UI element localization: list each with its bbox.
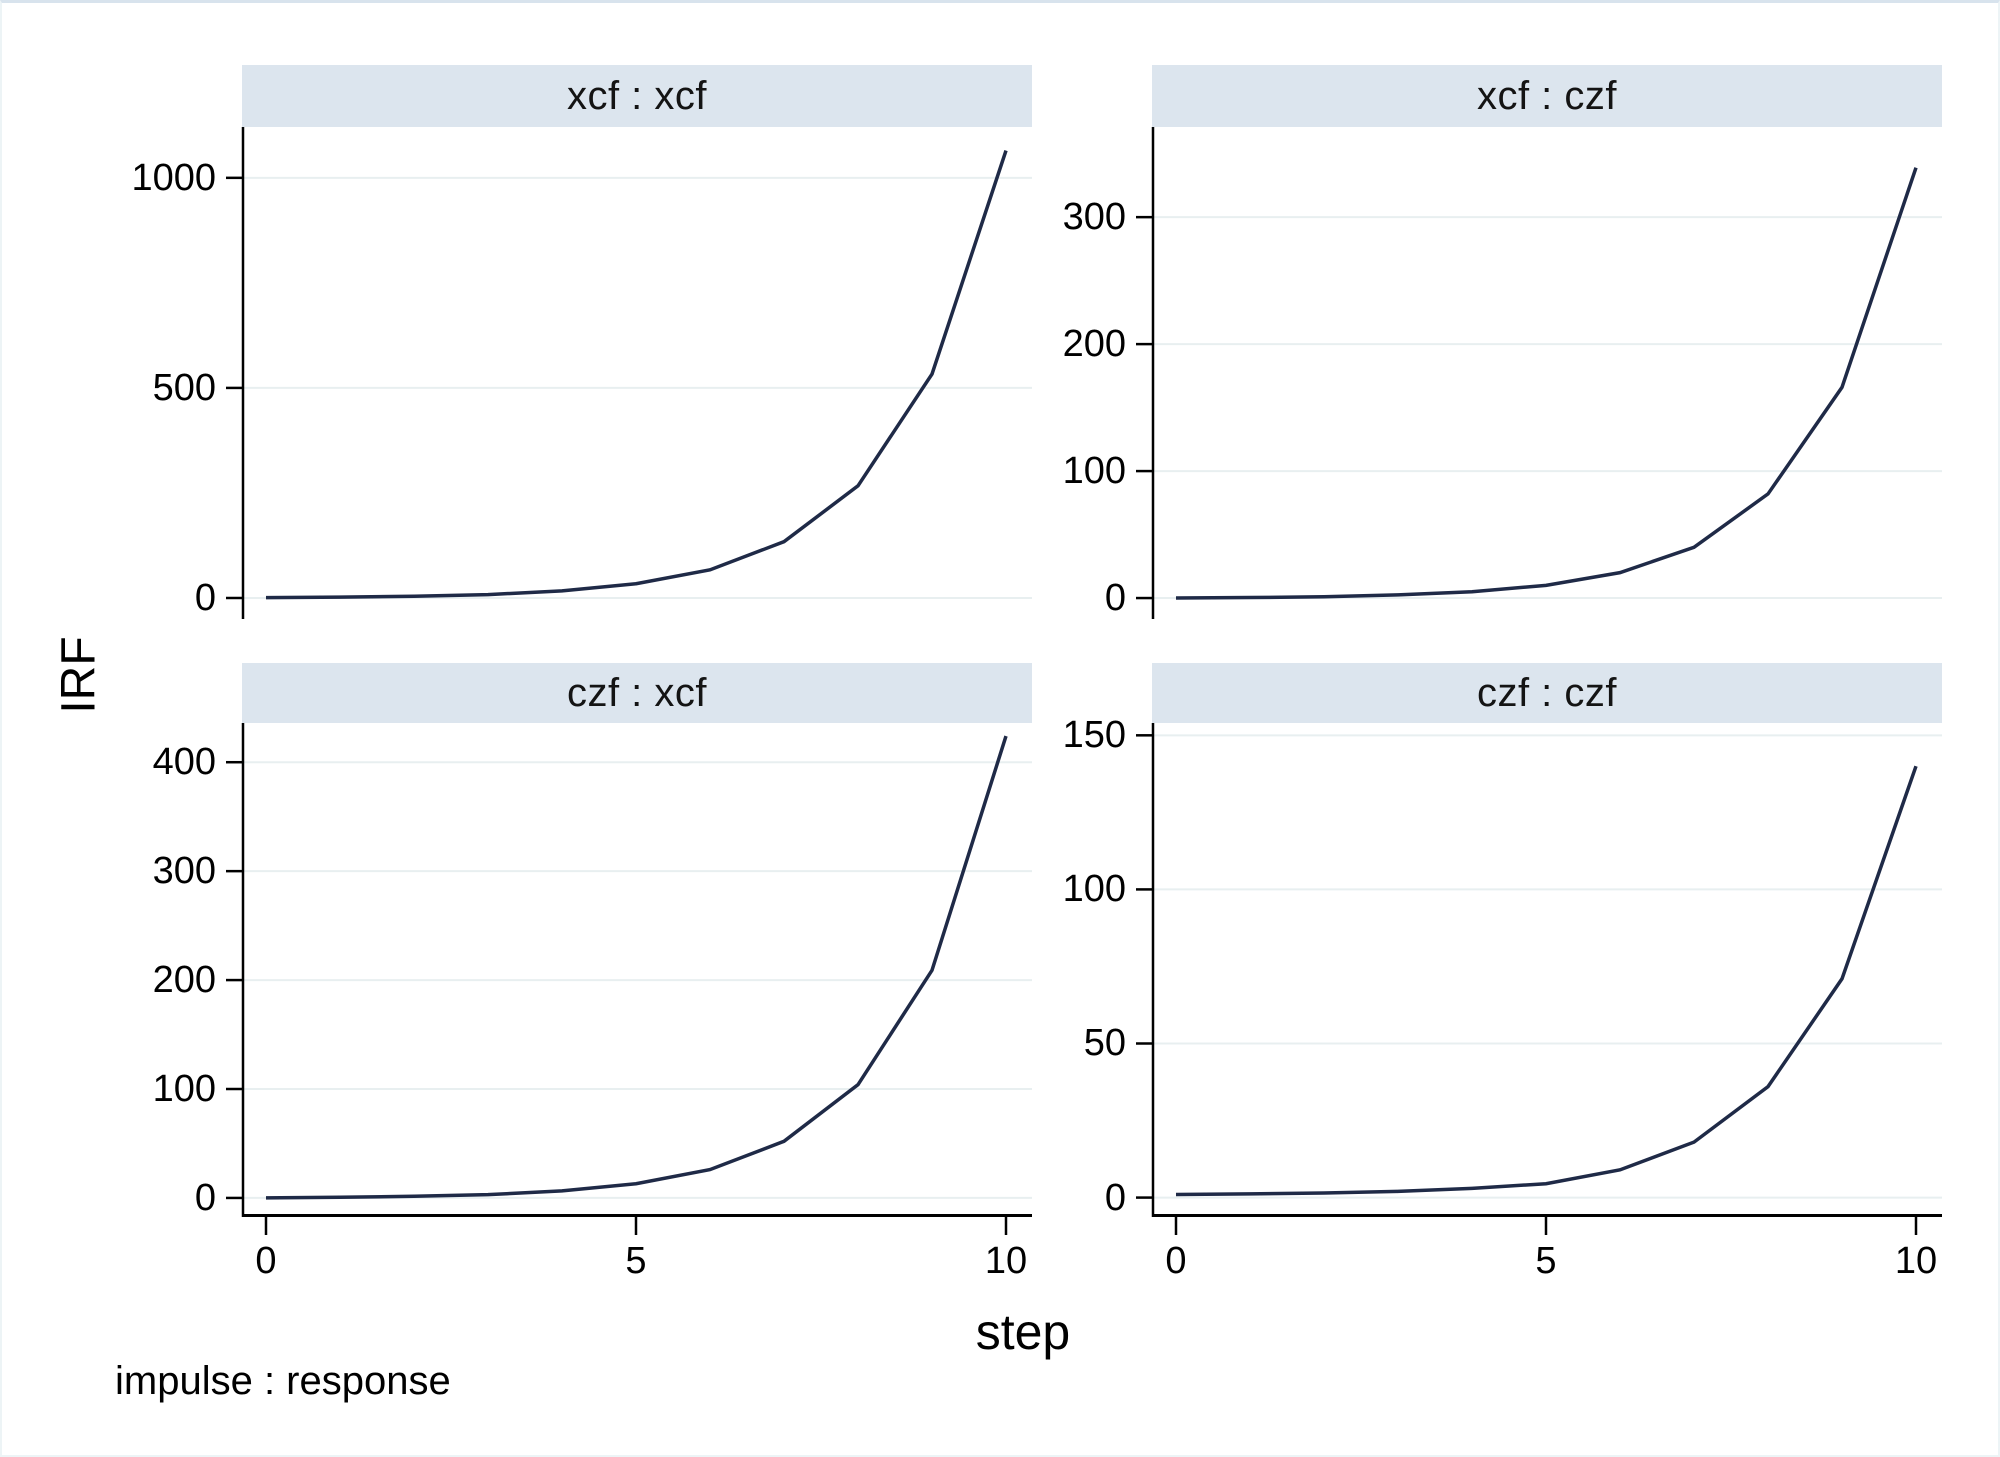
panel-title-bar: czf : xcf bbox=[242, 663, 1032, 723]
y-tick-label: 300 bbox=[1062, 196, 1126, 239]
y-tick-label: 0 bbox=[1104, 577, 1126, 620]
y-tick-label: 100 bbox=[152, 1068, 216, 1110]
y-tick-label: 0 bbox=[1104, 1176, 1126, 1219]
panel-plot-area: 0 500 1000 bbox=[131, 127, 1032, 619]
y-tick-label: 200 bbox=[152, 959, 216, 1002]
panel-plot-area: 0 100 200 300 400 0 5 10 bbox=[153, 723, 1032, 1281]
irf-line bbox=[265, 149, 1008, 600]
y-tick-label: 500 bbox=[152, 366, 216, 409]
irf-line bbox=[1175, 167, 1918, 600]
panel-title: xcf : xcf bbox=[566, 73, 708, 118]
panel-title: xcf : czf bbox=[1476, 73, 1618, 118]
panel-title: czf : xcf bbox=[566, 670, 708, 715]
x-tick-label: 10 bbox=[984, 1240, 1028, 1282]
panel-title-bar: czf : czf bbox=[1152, 663, 1942, 723]
panel-plot-area: 0 50 100 150 0 5 10 bbox=[1063, 715, 1942, 1281]
panel-title-bar: xcf : czf bbox=[1152, 65, 1942, 127]
y-tick-label: 0 bbox=[194, 576, 216, 619]
x-tick-label: 0 bbox=[1165, 1240, 1187, 1282]
x-tick-label: 5 bbox=[1535, 1240, 1557, 1282]
y-axis-title: IRF bbox=[52, 636, 106, 714]
y-tick-label: 1000 bbox=[131, 156, 216, 199]
irf-line bbox=[265, 735, 1008, 1200]
plot-svg bbox=[226, 723, 1032, 1235]
panel-title-bar: xcf : xcf bbox=[242, 65, 1032, 127]
y-tick-label: 50 bbox=[1083, 1022, 1126, 1065]
y-tick-label: 300 bbox=[152, 850, 216, 893]
y-tick-label: 150 bbox=[1062, 714, 1126, 757]
note-impulse-response: impulse : response bbox=[115, 1359, 451, 1403]
panel-title: czf : czf bbox=[1476, 670, 1618, 715]
plot-svg bbox=[1136, 723, 1942, 1235]
x-axis-title: step bbox=[975, 1304, 1071, 1360]
x-tick-label: 10 bbox=[1894, 1240, 1938, 1282]
irf-line bbox=[1175, 765, 1918, 1197]
y-tick-label: 100 bbox=[1062, 450, 1126, 493]
y-tick-label: 100 bbox=[1062, 868, 1126, 911]
plot-svg bbox=[226, 127, 1032, 619]
x-tick-label: 0 bbox=[255, 1240, 277, 1282]
panel-plot-area: 0 100 200 300 bbox=[1063, 127, 1942, 619]
y-tick-label: 0 bbox=[194, 1176, 216, 1219]
y-tick-label: 400 bbox=[152, 741, 216, 784]
plot-svg bbox=[1136, 127, 1942, 619]
y-tick-label: 200 bbox=[1062, 323, 1126, 366]
x-tick-label: 5 bbox=[625, 1240, 647, 1282]
